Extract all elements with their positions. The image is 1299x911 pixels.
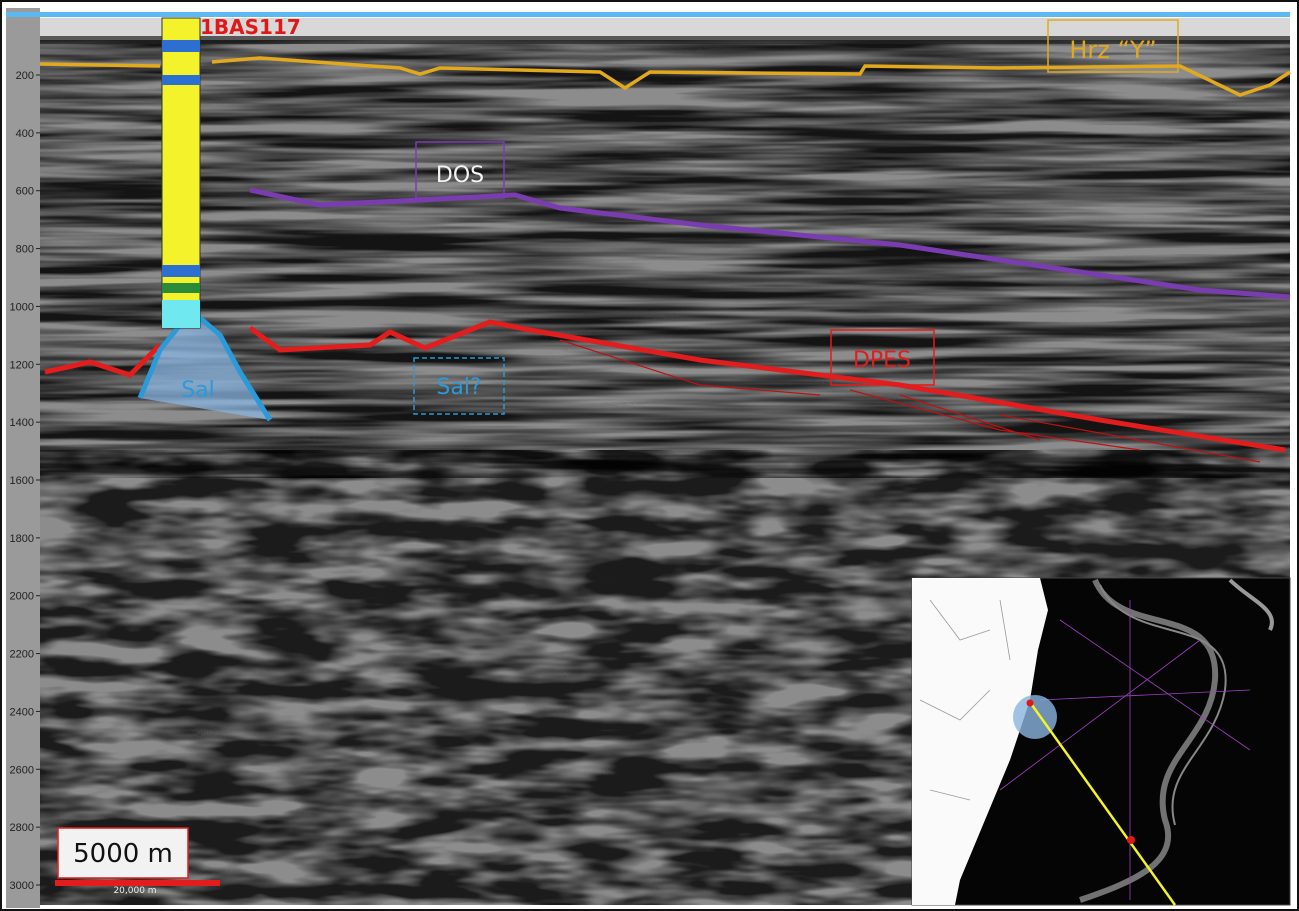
salt-label: Sal bbox=[181, 378, 215, 403]
tick-label: 1200 bbox=[10, 359, 34, 371]
scale-sub-label: 20,000 m bbox=[113, 886, 156, 896]
faults bbox=[559, 339, 1261, 463]
horizon-y bbox=[39, 56, 1291, 97]
label-box bbox=[1047, 19, 1179, 73]
tick-label: 2000 bbox=[10, 591, 34, 603]
tick-label: 1400 bbox=[10, 417, 34, 429]
tick-label: 800 bbox=[16, 244, 34, 256]
scale-bar: 5000 m 20,000 m bbox=[55, 827, 220, 896]
horizon-dpes bbox=[44, 319, 1286, 453]
tick-label: 1000 bbox=[10, 301, 34, 313]
tick-label: 1600 bbox=[10, 475, 34, 487]
label-box bbox=[415, 141, 505, 199]
dpes-label: DPES bbox=[853, 348, 911, 373]
tick-label: 2200 bbox=[10, 649, 34, 661]
tick-label: 2400 bbox=[10, 706, 34, 718]
tick-label: 400 bbox=[16, 128, 34, 140]
location-map bbox=[911, 577, 1291, 906]
label-box bbox=[413, 357, 505, 415]
salt-query-label: Sal? bbox=[436, 375, 481, 400]
top-bar bbox=[6, 12, 1290, 17]
tick-label: 2600 bbox=[10, 764, 34, 776]
tick-label: 200 bbox=[16, 70, 34, 82]
salt-body bbox=[140, 318, 270, 420]
tick-label: 600 bbox=[16, 186, 34, 198]
depth-axis-strip bbox=[6, 8, 40, 908]
tick-label: 1800 bbox=[10, 533, 34, 545]
hrz-y-label: Hrz “Y” bbox=[1069, 36, 1156, 64]
tick-label: 3000 bbox=[10, 880, 34, 892]
well-label: 1BAS117 bbox=[200, 15, 301, 39]
well-log bbox=[161, 17, 201, 329]
tick-label: 2800 bbox=[10, 822, 34, 834]
scale-label: 5000 m bbox=[73, 839, 173, 869]
depth-axis: 200 400 600 800 1000 1200 1400 1600 1800 2000 2200… bbox=[10, 70, 40, 892]
label-box bbox=[830, 329, 935, 386]
horizon-dos bbox=[249, 187, 1291, 300]
dos-label: DOS bbox=[436, 163, 484, 188]
